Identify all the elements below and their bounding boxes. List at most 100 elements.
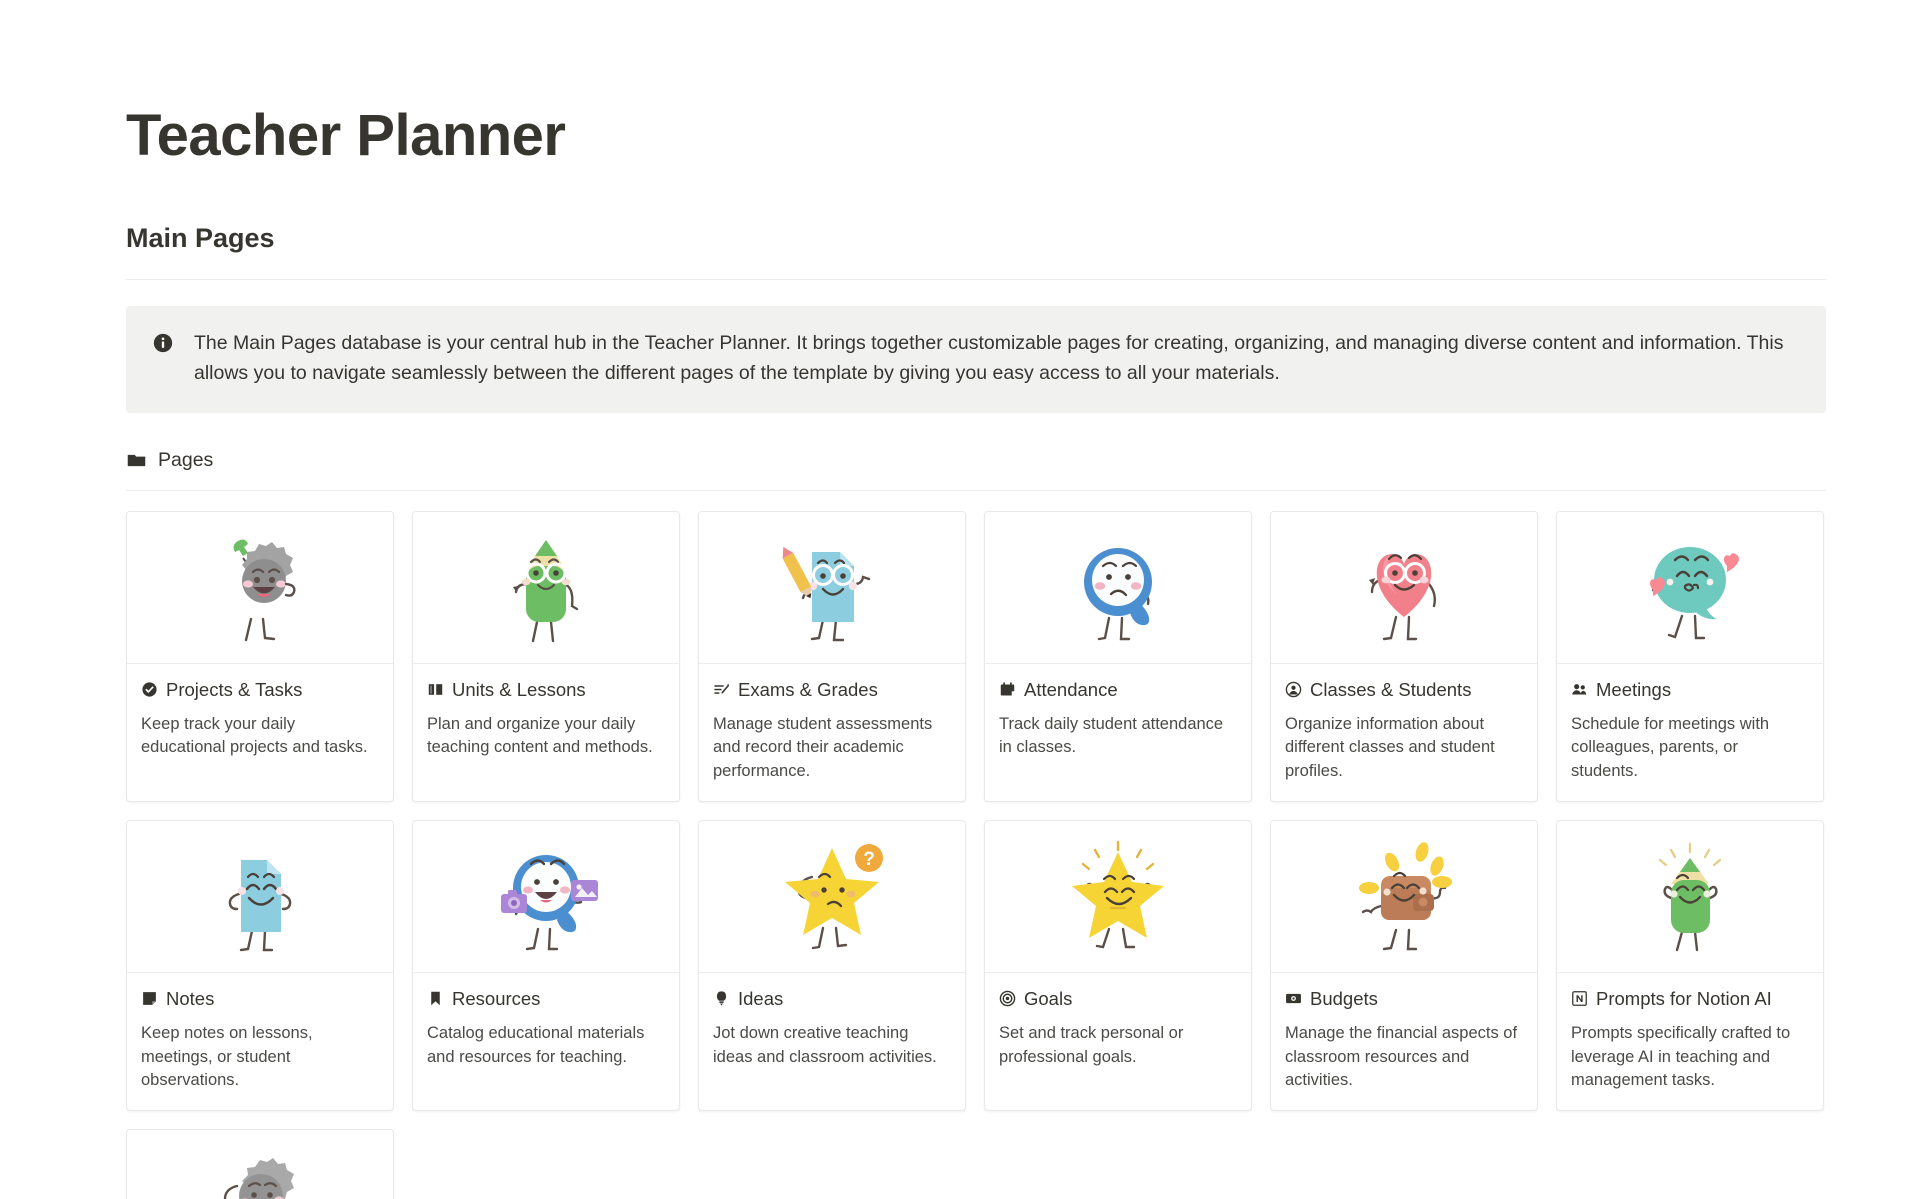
pages-section-label: Pages — [158, 448, 214, 471]
card-body: Ideas Jot down creative teaching ideas a… — [699, 973, 965, 1087]
green-pencil-character-shining-illustration — [1658, 842, 1722, 951]
target-icon — [999, 990, 1016, 1007]
card-cover — [127, 1130, 393, 1199]
card-title: Attendance — [1024, 678, 1118, 700]
card-body: Budgets Manage the financial aspects of … — [1271, 973, 1537, 1110]
info-callout: The Main Pages database is your central … — [126, 306, 1826, 413]
card-partial-cut-off[interactable] — [126, 1129, 394, 1199]
card-description: Track daily student attendance in classe… — [999, 714, 1224, 757]
card-ideas[interactable]: ? Ideas Jot down cre — [698, 820, 966, 1112]
card-attendance[interactable]: Attendance Track daily student attendanc… — [984, 510, 1252, 803]
callout-text: The Main Pages database is your central … — [194, 332, 1784, 385]
check-circle-icon — [141, 681, 158, 698]
magnifier-character-with-camera-and-photo-illustration — [501, 854, 598, 950]
card-title-row: Meetings — [1571, 678, 1809, 701]
card-cover — [413, 511, 679, 664]
card-title-row: Attendance — [999, 678, 1237, 701]
card-description: Catalog educational materials and resour… — [427, 1024, 645, 1066]
card-title-row: Goals — [999, 987, 1237, 1010]
card-description: Organize information about different cla… — [1285, 714, 1495, 780]
card-title: Goals — [1024, 988, 1073, 1010]
card-notes[interactable]: Notes Keep notes on lessons, meetings, o… — [126, 820, 394, 1112]
card-title: Budgets — [1310, 988, 1378, 1010]
card-body: Projects & Tasks Keep track your daily e… — [127, 664, 393, 778]
card-body: Meetings Schedule for meetings with coll… — [1557, 664, 1823, 801]
card-description: Set and track personal or professional g… — [999, 1024, 1184, 1066]
card-body: Prompts for Notion AI Prompts specifical… — [1557, 973, 1823, 1110]
card-meetings[interactable]: Meetings Schedule for meetings with coll… — [1556, 510, 1824, 803]
person-circle-icon — [1285, 681, 1302, 698]
card-title: Notes — [166, 988, 215, 1010]
folder-icon — [126, 450, 147, 471]
pink-heart-character-with-glasses-illustration — [1369, 554, 1437, 641]
card-goals[interactable]: Goals Set and track personal or professi… — [984, 820, 1252, 1112]
blue-document-character-with-pencil-illustration — [782, 547, 871, 642]
people-icon — [1571, 681, 1588, 698]
card-description: Plan and organize your daily teaching co… — [427, 714, 653, 757]
pages-card-grid: Projects & Tasks Keep track your daily e… — [126, 510, 1826, 1199]
yellow-star-character-shining-illustration — [1072, 840, 1164, 948]
card-cover — [699, 511, 965, 664]
gear-character-with-wrench-illustration — [233, 539, 296, 642]
card-cover — [1557, 511, 1823, 664]
card-cover: ? — [699, 821, 965, 974]
pages-divider — [126, 489, 1826, 491]
card-body: Units & Lessons Plan and organize your d… — [413, 664, 679, 778]
section-heading-main-pages: Main Pages — [126, 222, 275, 253]
card-units-and-lessons[interactable]: Units & Lessons Plan and organize your d… — [412, 510, 680, 803]
card-description: Keep track your daily educational projec… — [141, 714, 368, 757]
card-title-row: Ideas — [713, 987, 951, 1010]
card-title-row: Budgets — [1285, 987, 1523, 1010]
card-description: Manage student assessments and record th… — [713, 714, 933, 780]
card-body: Attendance Track daily student attendanc… — [985, 664, 1251, 778]
card-description: Schedule for meetings with colleagues, p… — [1571, 714, 1770, 780]
card-title-row: Units & Lessons — [427, 678, 665, 701]
card-title: Classes & Students — [1310, 678, 1472, 700]
card-title-row: Classes & Students — [1285, 678, 1523, 701]
card-resources[interactable]: Resources Catalog educational materials … — [412, 820, 680, 1112]
card-body: Notes Keep notes on lessons, meetings, o… — [127, 973, 393, 1110]
gray-gear-character-sad-illustration — [223, 1158, 294, 1199]
card-title: Projects & Tasks — [166, 678, 303, 700]
card-cover — [985, 511, 1251, 664]
card-classes-and-students[interactable]: Classes & Students Organize information … — [1270, 510, 1538, 803]
card-prompts-for-notion-ai[interactable]: Prompts for Notion AI Prompts specifical… — [1556, 820, 1824, 1112]
card-cover — [985, 821, 1251, 974]
card-title-row: Resources — [427, 987, 665, 1010]
blue-magnifier-character-worried-illustration — [1084, 548, 1152, 641]
card-description: Prompts specifically crafted to leverage… — [1571, 1024, 1791, 1089]
calendar-icon — [999, 681, 1016, 698]
card-title: Prompts for Notion AI — [1596, 988, 1772, 1010]
open-book-icon — [427, 681, 444, 698]
card-title: Resources — [452, 988, 541, 1010]
page-content: Teacher Planner Main Pages The Main Page… — [126, 0, 1826, 1199]
card-description: Manage the financial aspects of classroo… — [1285, 1024, 1518, 1089]
card-budgets[interactable]: Budgets Manage the financial aspects of … — [1270, 820, 1538, 1112]
banknote-icon — [1285, 990, 1302, 1007]
card-title: Ideas — [738, 988, 784, 1010]
card-title: Meetings — [1596, 678, 1672, 700]
green-pencil-character-with-glasses-illustration — [513, 540, 579, 643]
notion-logo-icon — [1571, 990, 1588, 1007]
card-description: Keep notes on lessons, meetings, or stud… — [141, 1024, 313, 1089]
card-cover — [127, 821, 393, 974]
card-title: Units & Lessons — [452, 678, 586, 700]
info-circle-icon — [152, 332, 174, 354]
card-exams-and-grades[interactable]: Exams & Grades Manage student assessment… — [698, 510, 966, 803]
card-body: Goals Set and track personal or professi… — [985, 973, 1251, 1087]
brown-wallet-character-with-coins-illustration — [1359, 841, 1452, 950]
note-icon — [141, 990, 158, 1007]
card-body: Resources Catalog educational materials … — [413, 973, 679, 1087]
card-projects-and-tasks[interactable]: Projects & Tasks Keep track your daily e… — [126, 510, 394, 803]
yellow-star-character-with-question-badge-illustration: ? — [785, 843, 883, 949]
card-cover — [413, 821, 679, 974]
card-title-row: Prompts for Notion AI — [1571, 987, 1809, 1010]
card-cover — [1557, 821, 1823, 974]
card-title-row: Projects & Tasks — [141, 678, 379, 701]
card-title: Exams & Grades — [738, 678, 878, 700]
pages-section-header: Pages — [126, 413, 1826, 472]
card-cover — [1271, 821, 1537, 974]
page-title: Teacher Planner — [126, 103, 566, 168]
section-divider — [126, 279, 1826, 281]
